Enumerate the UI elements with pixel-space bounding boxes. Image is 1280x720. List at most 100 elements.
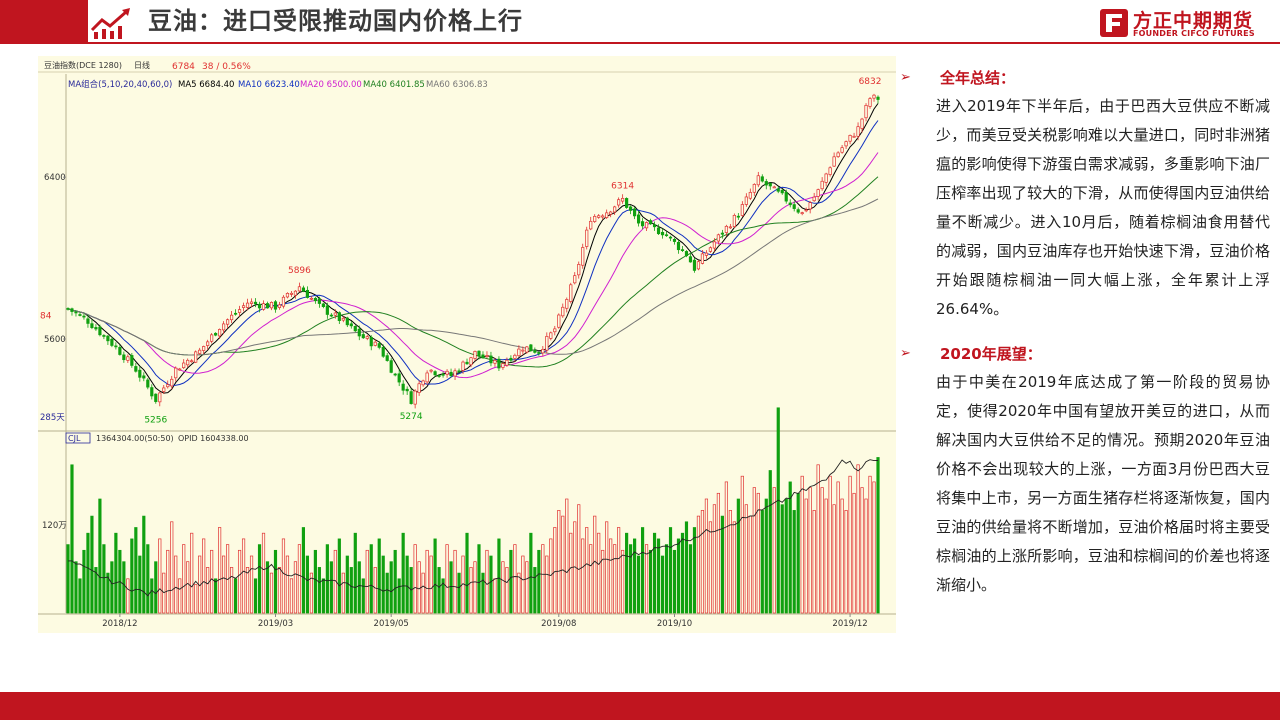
candle-body <box>776 188 780 192</box>
candle-body <box>74 311 78 314</box>
volume-bar <box>617 527 621 614</box>
candle-body <box>118 347 122 355</box>
volume-bar <box>664 544 669 614</box>
volume-bar <box>836 481 840 614</box>
candle-body <box>285 292 290 298</box>
candle-body <box>257 303 262 309</box>
volume-bar <box>365 549 369 614</box>
candle-body <box>130 355 134 366</box>
candle-body <box>106 335 110 342</box>
candle-body <box>241 305 246 308</box>
candle-body <box>449 371 453 377</box>
volume-bar <box>832 504 836 614</box>
volume-bar <box>249 555 254 614</box>
volume-bar <box>776 407 780 614</box>
candle-body <box>273 301 278 310</box>
candle-body <box>692 259 697 271</box>
volume-bar <box>126 578 130 614</box>
candle-body <box>549 332 553 339</box>
candle-body <box>433 371 437 376</box>
candle-body <box>297 286 302 292</box>
volume-bar <box>106 572 110 614</box>
candle-body <box>633 208 637 217</box>
volume-bar <box>70 464 74 614</box>
volume-bar <box>760 510 764 614</box>
volume-bar <box>405 555 409 614</box>
candle-body <box>852 135 856 138</box>
candle-body <box>337 312 341 321</box>
volume-bar <box>577 504 581 614</box>
candle-body <box>222 323 226 331</box>
volume-bar <box>353 532 357 614</box>
candle-body <box>792 204 796 209</box>
candle-body <box>269 302 274 309</box>
volume-bar <box>613 544 617 614</box>
candle-body <box>425 372 429 383</box>
candle-body <box>289 292 294 295</box>
candle-body <box>561 306 565 317</box>
candle-body <box>66 308 70 310</box>
volume-bar <box>289 578 294 614</box>
volume-bar <box>529 532 533 614</box>
candle-body <box>293 290 298 296</box>
volume-bar <box>525 561 529 614</box>
candle-body <box>465 361 469 365</box>
candle-body <box>301 287 306 292</box>
candle-body <box>313 297 317 302</box>
candle-body <box>102 335 106 337</box>
candle-body <box>457 370 461 373</box>
symbol-label: 豆油指数(DCE 1280) <box>44 60 122 70</box>
ma-line <box>67 198 879 356</box>
volume-bar <box>477 544 481 614</box>
x-tick-label: 2019/08 <box>541 619 576 629</box>
candle-body <box>162 387 166 392</box>
volume-bar <box>190 532 194 614</box>
candle-body <box>700 253 705 264</box>
candle-body <box>800 212 804 214</box>
candle-body <box>860 118 864 129</box>
candle-body <box>768 182 772 187</box>
volume-bar <box>453 549 457 614</box>
candle-body <box>385 355 389 361</box>
candle-body <box>114 345 118 348</box>
candle-body <box>728 226 732 229</box>
volume-bar <box>277 567 282 614</box>
volume-bar <box>281 538 286 614</box>
candle-body <box>485 355 489 357</box>
candle-body <box>696 261 701 270</box>
candle-body <box>856 126 860 137</box>
price-chart: 豆油指数(DCE 1280) 日线 6784 38 / 0.56% MA组合(5,10,… <box>38 56 896 633</box>
volume-bar <box>78 578 82 614</box>
candle-body <box>166 384 170 388</box>
volume-bar <box>233 578 238 614</box>
x-tick-label: 2018/12 <box>102 619 137 629</box>
price-annotation: 5896 <box>288 266 311 276</box>
volume-bar <box>381 555 385 614</box>
volume-bar <box>154 561 158 614</box>
candle-body <box>126 356 130 361</box>
candle-body <box>94 327 98 330</box>
candle-body <box>353 325 357 332</box>
section-outlook-title: 2020年展望： <box>940 345 1042 363</box>
candle-body <box>401 383 405 391</box>
candle-body <box>712 241 716 249</box>
volume-legend-name: CJL <box>68 434 81 443</box>
candle-body <box>78 314 82 316</box>
candle-body <box>138 369 142 378</box>
x-tick-label: 2019/05 <box>374 619 409 629</box>
volume-bar <box>138 555 142 614</box>
volume-bar <box>166 549 170 614</box>
volume-bar <box>313 549 317 614</box>
volume-bar <box>864 498 868 614</box>
candle-body <box>640 221 645 227</box>
candle-body <box>174 367 178 379</box>
volume-bar <box>648 549 653 614</box>
volume-bar <box>429 555 433 614</box>
candle-body <box>668 236 673 239</box>
volume-bar <box>457 572 461 614</box>
section-outlook-heading: ➢ 2020年展望： <box>900 340 1270 368</box>
ma-line <box>67 152 879 379</box>
candle-body <box>732 215 736 227</box>
volume-bar <box>74 561 78 614</box>
price-annotation: 6314 <box>611 182 634 192</box>
